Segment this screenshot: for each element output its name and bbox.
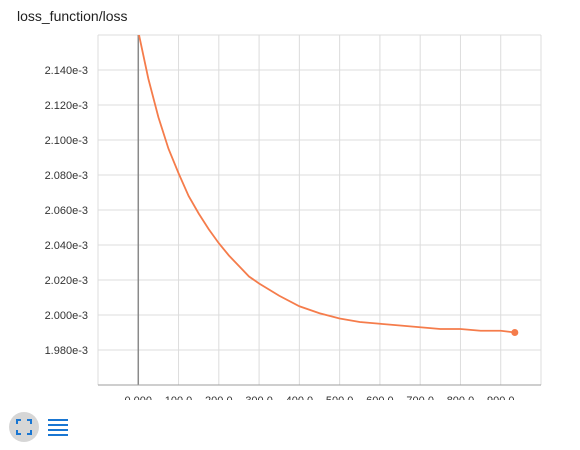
chart-grid: [97, 34, 542, 386]
chart-axes: [98, 35, 541, 386]
x-tick-label: 100.0: [165, 395, 193, 400]
x-tick-label: 900.0: [487, 395, 515, 400]
x-tick-label: 200.0: [205, 395, 233, 400]
toggle-data-list-button[interactable]: [43, 412, 73, 442]
x-tick-label: 600.0: [366, 395, 394, 400]
y-tick-label: 2.000e-3: [45, 310, 88, 322]
fullscreen-button[interactable]: [9, 412, 39, 442]
chart-title: loss_function/loss: [17, 8, 128, 24]
y-tick-label: 2.080e-3: [45, 170, 88, 182]
chart-series: [138, 35, 519, 336]
loss-chart: 1.980e-3 2.000e-3 2.020e-3 2.040e-3 2.060e-3…: [45, 34, 542, 400]
series-line: [138, 35, 515, 334]
y-tick-label: 2.060e-3: [45, 205, 88, 217]
x-tick-label: 300.0: [245, 395, 273, 400]
x-tick-label: 700.0: [406, 395, 434, 400]
chart-tick-labels: 1.980e-3 2.000e-3 2.020e-3 2.040e-3 2.060e-3…: [45, 65, 515, 400]
x-tick-label: 500.0: [326, 395, 354, 400]
x-tick-label: 400.0: [286, 395, 314, 400]
y-tick-label: 2.100e-3: [45, 135, 88, 147]
y-tick-label: 2.020e-3: [45, 275, 88, 287]
y-tick-label: 1.980e-3: [45, 345, 88, 357]
x-tick-label: 800.0: [447, 395, 475, 400]
y-tick-label: 2.140e-3: [45, 65, 88, 77]
fullscreen-icon: [16, 419, 32, 435]
list-icon: [48, 419, 68, 436]
y-tick-label: 2.120e-3: [45, 100, 88, 112]
y-tick-label: 2.040e-3: [45, 240, 88, 252]
x-tick-label: 0.000: [125, 395, 153, 400]
series-last-point: [511, 329, 519, 336]
